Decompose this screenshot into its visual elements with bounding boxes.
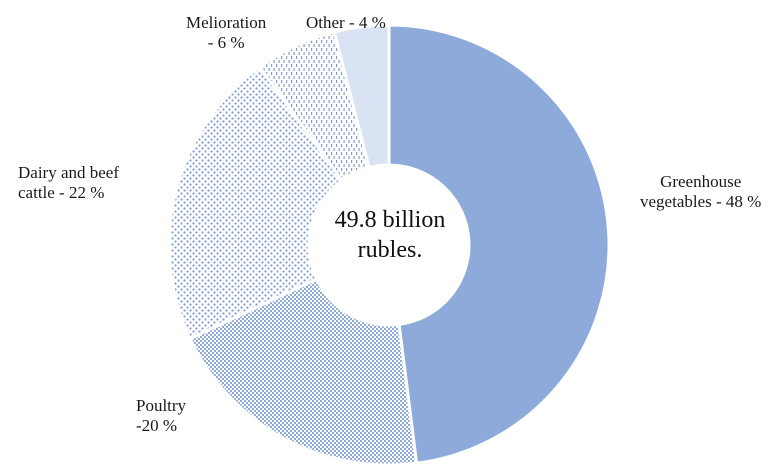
slice-greenhouse-vegetables [387,23,611,465]
slice-label-greenhouse-vegetables: Greenhouse vegetables - 48 % [640,172,762,211]
slice-label-other: Other - 4 % [306,13,386,32]
slice-dairy-and-beef-cattle [167,64,345,341]
slice-label-poultry: Poultry -20 % [136,396,187,435]
slice-label-melioration: Melioration - 6 % [186,13,267,52]
slice-poultry [187,277,419,465]
donut-center-label: 49.8 billion rubles. [334,207,446,263]
slice-other [332,23,391,170]
slice-label-dairy-and-beef-cattle: Dairy and beef cattle - 22 % [18,163,120,202]
